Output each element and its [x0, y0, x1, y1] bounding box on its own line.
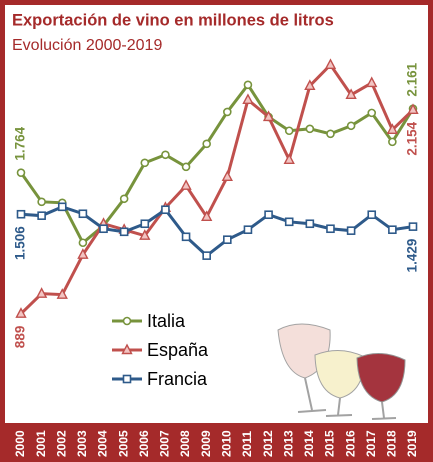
point: [346, 121, 356, 131]
point: [202, 251, 211, 260]
point: [139, 229, 151, 240]
point: [284, 126, 294, 136]
point: [305, 219, 315, 229]
x-tick-label: 2009: [199, 430, 213, 457]
x-tick-label: 2010: [219, 430, 233, 457]
x-tick-label: 2005: [116, 430, 130, 457]
point: [367, 108, 377, 118]
point: [264, 210, 273, 220]
point: [262, 110, 275, 122]
point: [221, 170, 233, 182]
point: [243, 225, 253, 235]
point: [408, 222, 418, 231]
x-tick-label: 2013: [281, 430, 295, 457]
value-label: 1.506: [13, 226, 28, 260]
point: [122, 374, 132, 384]
point: [283, 153, 295, 164]
value-label: 2.161: [405, 62, 420, 96]
x-tick-label: 2018: [385, 430, 399, 457]
x-tick-label: 2014: [302, 430, 316, 457]
point: [223, 107, 232, 117]
x-tick-label: 2008: [178, 430, 192, 457]
point: [35, 287, 48, 298]
point: [78, 238, 88, 248]
point: [202, 139, 211, 149]
x-tick-label: 2011: [240, 431, 254, 457]
point: [140, 158, 150, 168]
series-line: [19, 62, 415, 315]
point: [78, 209, 88, 219]
point: [326, 224, 335, 234]
point: [242, 93, 254, 105]
x-tick-label: 2007: [158, 430, 172, 457]
value-label: 889: [13, 326, 28, 349]
legend-label: Italia: [147, 311, 186, 331]
point: [121, 343, 133, 355]
point: [37, 197, 46, 207]
point: [243, 80, 253, 90]
x-tick-label: 2003: [75, 430, 89, 457]
value-label: 1.764: [13, 126, 28, 160]
point: [180, 179, 192, 190]
point: [181, 162, 191, 172]
x-tick-label: 2001: [34, 430, 48, 457]
plot-background: [5, 5, 428, 423]
point: [15, 307, 27, 318]
point: [284, 217, 294, 227]
x-tick-label: 2012: [261, 430, 275, 457]
point: [407, 103, 419, 115]
x-tick-label: 2016: [343, 430, 357, 457]
point: [345, 88, 357, 100]
x-tick-label: 2017: [364, 430, 378, 457]
x-tick-label: 2000: [13, 430, 27, 457]
x-tick-label: 2015: [323, 430, 337, 457]
point: [161, 150, 170, 160]
point: [386, 123, 399, 134]
value-label: 1.429: [405, 239, 420, 273]
legend-label: España: [147, 340, 209, 360]
point: [57, 202, 67, 212]
point: [122, 316, 132, 326]
point: [16, 209, 26, 219]
point: [366, 76, 378, 88]
point: [305, 124, 315, 134]
point: [346, 226, 356, 235]
x-tick-label: 2006: [137, 430, 151, 457]
x-tick-label: 2004: [96, 430, 110, 457]
chart-title: Exportación de vino en millones de litro…: [12, 11, 334, 29]
point: [140, 219, 150, 229]
point: [16, 168, 26, 177]
x-tick-label: 2002: [54, 430, 68, 457]
point: [37, 211, 46, 220]
x-tick-label: 2019: [405, 430, 419, 457]
point: [388, 225, 397, 235]
point: [324, 58, 337, 70]
point: [388, 137, 397, 147]
value-label: 2.154: [405, 121, 420, 155]
chart-subtitle: Evolución 2000-2019: [12, 37, 162, 54]
point: [56, 288, 68, 299]
point: [181, 232, 191, 242]
legend-label: Francia: [147, 369, 208, 389]
point: [367, 210, 377, 220]
point: [77, 248, 89, 259]
point: [99, 224, 108, 234]
point: [161, 205, 170, 215]
point: [119, 227, 129, 237]
point: [119, 194, 129, 204]
point: [326, 129, 335, 139]
point: [201, 210, 213, 222]
point: [304, 79, 316, 91]
wine-glasses: [277, 323, 406, 420]
point: [223, 235, 232, 244]
